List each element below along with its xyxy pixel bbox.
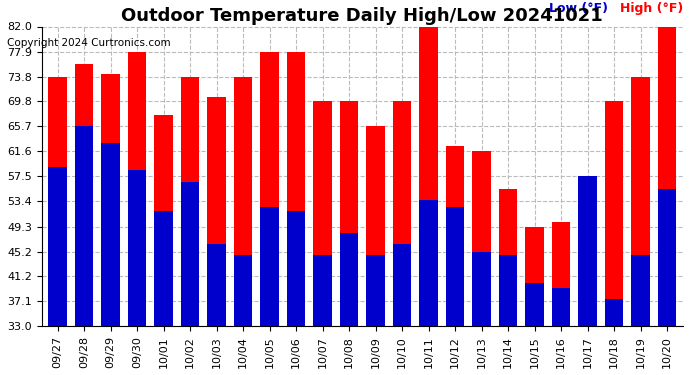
Bar bbox=[260, 52, 279, 326]
Bar bbox=[552, 222, 571, 326]
Bar bbox=[340, 233, 358, 326]
Text: Low (°F): Low (°F) bbox=[549, 2, 608, 15]
Bar bbox=[287, 52, 306, 326]
Bar bbox=[605, 101, 624, 326]
Bar bbox=[420, 200, 438, 326]
Bar bbox=[207, 97, 226, 326]
Bar bbox=[658, 27, 676, 326]
Text: High (°F): High (°F) bbox=[620, 2, 683, 15]
Bar bbox=[234, 76, 253, 326]
Title: Outdoor Temperature Daily High/Low 20241021: Outdoor Temperature Daily High/Low 20241… bbox=[121, 7, 603, 25]
Bar bbox=[366, 255, 385, 326]
Text: Copyright 2024 Curtronics.com: Copyright 2024 Curtronics.com bbox=[7, 38, 170, 48]
Bar bbox=[393, 244, 411, 326]
Bar bbox=[473, 151, 491, 326]
Bar bbox=[631, 76, 650, 326]
Bar bbox=[207, 244, 226, 326]
Bar bbox=[446, 207, 464, 326]
Bar bbox=[75, 64, 93, 326]
Bar bbox=[181, 76, 199, 326]
Bar bbox=[525, 226, 544, 326]
Bar bbox=[605, 299, 624, 326]
Bar bbox=[48, 167, 67, 326]
Bar bbox=[473, 252, 491, 326]
Bar bbox=[578, 176, 597, 326]
Bar bbox=[260, 207, 279, 326]
Bar bbox=[101, 143, 120, 326]
Bar bbox=[525, 283, 544, 326]
Bar bbox=[287, 211, 306, 326]
Bar bbox=[313, 101, 332, 326]
Bar bbox=[234, 255, 253, 326]
Bar bbox=[631, 255, 650, 326]
Bar bbox=[393, 101, 411, 326]
Bar bbox=[366, 126, 385, 326]
Bar bbox=[101, 74, 120, 326]
Bar bbox=[340, 101, 358, 326]
Bar bbox=[446, 146, 464, 326]
Bar bbox=[552, 288, 571, 326]
Bar bbox=[499, 189, 518, 326]
Bar bbox=[128, 52, 146, 326]
Bar bbox=[313, 255, 332, 326]
Bar bbox=[155, 115, 173, 326]
Bar bbox=[578, 176, 597, 326]
Bar bbox=[48, 76, 67, 326]
Bar bbox=[155, 211, 173, 326]
Bar bbox=[181, 183, 199, 326]
Bar bbox=[128, 170, 146, 326]
Bar bbox=[420, 27, 438, 326]
Bar bbox=[499, 255, 518, 326]
Bar bbox=[658, 189, 676, 326]
Bar bbox=[75, 126, 93, 326]
